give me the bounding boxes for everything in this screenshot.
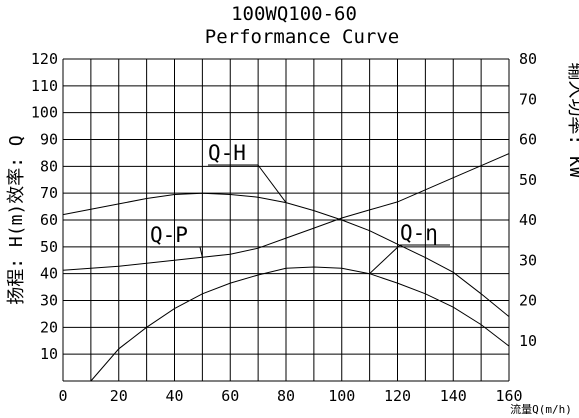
y-right-tick-label: 50	[519, 171, 537, 189]
y-left-tick-label: 60	[40, 211, 58, 229]
grid	[62, 58, 510, 382]
y-left-tick-label: 100	[31, 104, 58, 122]
y-left-tick-label: 30	[40, 292, 58, 310]
x-tick-label: 60	[221, 387, 239, 405]
curve-labels: Q-H Q-P Q-η	[150, 141, 438, 247]
x-tick-label: 120	[384, 387, 411, 405]
label-leader-line	[369, 244, 401, 275]
y-right-tick-label: 60	[519, 131, 537, 149]
annotation-leaders	[150, 164, 450, 275]
x-tick-label: 80	[277, 387, 295, 405]
x-tick-label: 140	[440, 387, 467, 405]
y-right-tick-labels: 10 20 30 40 50 60 70 80	[519, 50, 537, 350]
y-right-tick-label: 20	[519, 292, 537, 310]
curve-label: Q-H	[208, 141, 246, 165]
y-right-tick-label: 40	[519, 211, 537, 229]
y-left-tick-label: 10	[40, 345, 58, 363]
y-right-tick-label: 10	[519, 332, 537, 350]
x-tick-label: 160	[495, 387, 522, 405]
y-left-tick-label: 90	[40, 131, 58, 149]
curve-label: Q-P	[150, 223, 188, 247]
y-right-axis-label: 输入功率: KW	[565, 62, 579, 178]
y-left-tick-label: 50	[40, 238, 58, 256]
y-left-tick-label: 70	[40, 184, 58, 202]
x-tick-labels: 0 20 40 60 80 100 120 140 160	[58, 387, 522, 405]
label-leader-line	[257, 164, 287, 203]
curves	[62, 153, 510, 382]
curve-label: Q-η	[400, 221, 438, 245]
y-left-tick-labels: 10 20 30 40 50 60 70 80 90 100 110 120	[31, 50, 58, 363]
y-left-tick-label: 110	[31, 77, 58, 95]
x-tick-label: 0	[58, 387, 67, 405]
x-axis-label: 流量Q(m/h)	[510, 402, 572, 416]
x-tick-label: 100	[328, 387, 355, 405]
x-tick-label: 20	[110, 387, 128, 405]
y-right-tick-label: 80	[519, 50, 537, 68]
series-line-q-	[90, 266, 510, 382]
series-line-q-p	[62, 153, 510, 271]
y-right-tick-label: 70	[519, 90, 537, 108]
y-left-tick-label: 120	[31, 50, 58, 68]
series-line-q-h	[62, 192, 510, 317]
chart-subtitle: Performance Curve	[205, 26, 399, 48]
y-right-tick-label: 30	[519, 251, 537, 269]
y-left-axis-label: 扬程: H(m)效率: Q	[6, 135, 27, 305]
y-left-tick-label: 20	[40, 318, 58, 336]
x-tick-label: 40	[165, 387, 183, 405]
chart-title: 100WQ100-60	[231, 3, 357, 25]
y-left-tick-label: 80	[40, 157, 58, 175]
y-left-tick-label: 40	[40, 265, 58, 283]
label-leader-line	[199, 246, 203, 258]
